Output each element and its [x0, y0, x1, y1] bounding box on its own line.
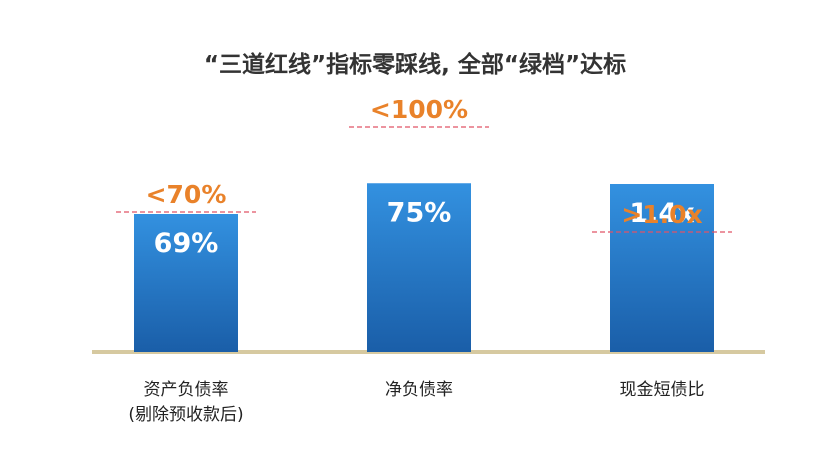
category-label: 资产负债率 (剔除预收款后) — [128, 380, 244, 425]
bar — [367, 183, 471, 352]
threshold-label: >1.0x — [621, 200, 702, 229]
threshold-label: <100% — [370, 95, 468, 124]
value-label: 75% — [387, 197, 452, 228]
bar — [610, 184, 714, 352]
category-label: 净负债率 — [385, 380, 453, 400]
value-label: 1.4x — [629, 198, 694, 229]
category-label: 现金短债比 — [619, 380, 705, 400]
bar — [134, 214, 238, 352]
chart-title: “三道红线”指标零踩线, 全部“绿档”达标 — [204, 51, 626, 78]
value-label: 69% — [154, 228, 219, 259]
threshold-label: <70% — [146, 180, 227, 209]
